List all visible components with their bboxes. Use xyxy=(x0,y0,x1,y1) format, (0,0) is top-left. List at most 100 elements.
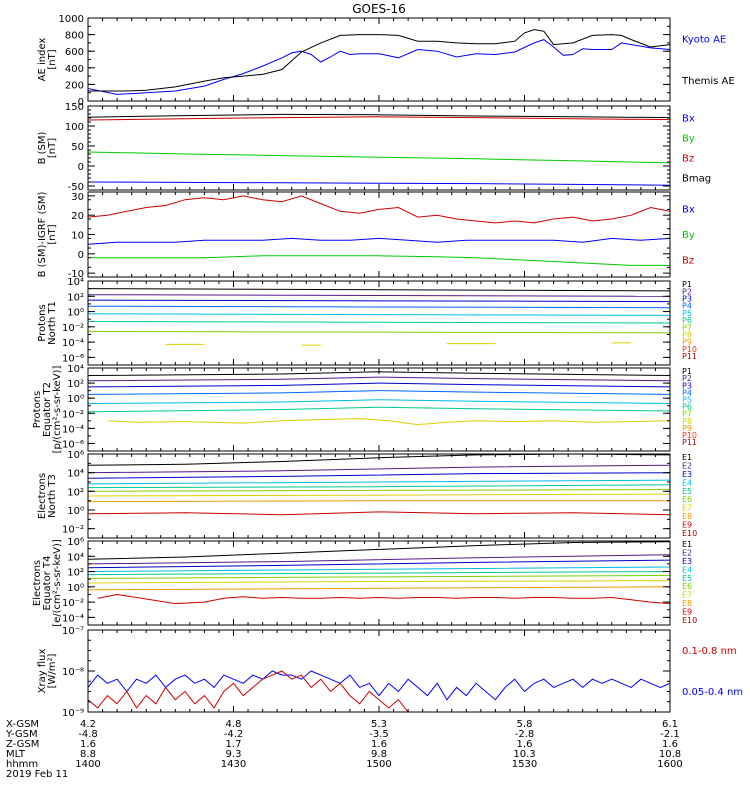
y-tick-label: 600 xyxy=(65,47,84,58)
legend-entry: E4 xyxy=(682,478,692,487)
x-tick-label: -3.5 xyxy=(369,729,389,740)
y-tick-label: 10⁰ xyxy=(67,308,84,319)
series-P2-line xyxy=(88,376,670,382)
series-E4-line xyxy=(88,479,670,485)
legend-entry: By xyxy=(682,230,695,241)
chart-title: GOES-16 xyxy=(352,2,406,16)
y-axis-label-line: Equator T4 xyxy=(42,556,53,611)
legend-entry: E7 xyxy=(682,591,692,600)
series-Bx-line xyxy=(88,181,670,186)
legend-entry: P4 xyxy=(682,388,692,397)
y-axis-label: Xray flux[W/m²] xyxy=(37,649,58,694)
series-By-line xyxy=(88,151,670,164)
legend-entry: E8 xyxy=(682,512,692,521)
y-tick-label: 1000 xyxy=(59,14,84,25)
legend-entry: E6 xyxy=(682,495,692,504)
y-axis-label: AE index[nT] xyxy=(37,38,58,82)
legend-entry: P2 xyxy=(682,374,692,383)
series-E6-line xyxy=(88,489,670,492)
series-Bmag-line xyxy=(88,113,670,119)
x-tick-label: 8.8 xyxy=(80,749,96,760)
series-E2-line xyxy=(88,554,670,565)
series-E5-line xyxy=(88,484,670,489)
series-E9-line xyxy=(97,593,670,605)
x-axis-row-label: Y-GSM xyxy=(5,729,38,740)
legend-entry: P5 xyxy=(682,396,692,405)
panel-series-group xyxy=(88,541,670,605)
legend-entry: P5 xyxy=(682,309,692,318)
y-tick-label: 0 xyxy=(78,250,84,261)
y-axis-label: B (SM)-IGRF (SM)[nT] xyxy=(37,192,58,278)
series-Bz-line xyxy=(88,116,670,121)
x-tick-label: 1.7 xyxy=(226,739,242,750)
y-tick-label: 50 xyxy=(71,142,84,153)
y-tick-label: 10 xyxy=(71,231,84,242)
series-E8-line xyxy=(88,500,670,503)
y-tick-label: 150 xyxy=(65,102,84,113)
y-axis-label-line: Electrons xyxy=(37,473,48,519)
y-axis-label-line: Protons xyxy=(32,391,43,428)
x-axis-row-label: hhmm xyxy=(6,759,38,770)
y-tick-label: 10⁻² xyxy=(62,409,84,420)
x-axis-row-label: Z-GSM xyxy=(6,739,39,750)
y-tick-label: 200 xyxy=(65,80,84,91)
y-tick-label: 10⁻⁸ xyxy=(62,667,84,678)
legend-entry: E6 xyxy=(682,582,692,591)
y-tick-label: 0 xyxy=(78,97,84,108)
panel-frame xyxy=(87,17,671,102)
y-tick-label: -10 xyxy=(68,269,84,280)
panel-3: -10 0 10 20 30 B (SM)-IGRF (SM)[nT] Bx By Bz xyxy=(37,191,695,280)
panel-4: 10⁴ 10² 10⁰ 10⁻² 10⁻⁴ 10⁻⁶ ProtonsNorth T1 P1P2… xyxy=(37,277,697,366)
x-axis-row-label: X-GSM xyxy=(6,719,39,730)
series-E4-line xyxy=(88,566,670,572)
y-tick-label: 20 xyxy=(71,211,84,222)
legend-entry: E1 xyxy=(682,453,692,462)
series-P5-line xyxy=(88,399,670,404)
series-P6-line xyxy=(88,406,670,413)
legend-entry: P4 xyxy=(682,302,692,311)
x-tick-label: 1400 xyxy=(75,759,100,770)
y-tick-label: 10² xyxy=(67,487,84,498)
panel-8: 10⁻⁷ 10⁻⁸ 10⁻⁹ Xray flux[W/m²] 0.1-0.8 nm 0.0… xyxy=(37,626,743,719)
legend-entry: Bz xyxy=(682,154,694,165)
y-tick-label: 10⁻² xyxy=(62,525,84,536)
panel-series-group xyxy=(88,288,670,346)
legend-entry: E10 xyxy=(682,529,697,538)
series-Themis AE-line xyxy=(88,29,670,92)
panel-series-group xyxy=(88,29,670,95)
legend-entry: Bx xyxy=(682,205,695,216)
x-tick-label: 10.8 xyxy=(659,749,681,760)
series-P7-line xyxy=(88,330,670,334)
y-axis-label-line: North T3 xyxy=(47,474,58,518)
legend-entry: P3 xyxy=(682,381,692,390)
y-axis-label-line: [W/m²] xyxy=(47,653,58,688)
y-tick-label: 10⁶ xyxy=(67,537,84,548)
y-tick-label: 10⁻⁷ xyxy=(62,626,84,637)
series-P3-line xyxy=(88,299,670,303)
series-Kyoto AE-line xyxy=(88,39,670,95)
series-P7-line xyxy=(107,418,670,426)
legend-entry: E4 xyxy=(682,565,692,574)
series-E7-line xyxy=(88,580,670,584)
x-tick-label: 9.3 xyxy=(226,749,242,760)
panel-series-group xyxy=(88,454,670,516)
y-axis-label-line: [nT] xyxy=(47,224,58,244)
series-P3-line xyxy=(88,382,670,388)
y-tick-label: 10⁻⁴ xyxy=(62,424,84,435)
series-E3-line xyxy=(88,472,670,479)
x-tick-label: 1430 xyxy=(221,759,246,770)
series-E3-line xyxy=(88,559,670,569)
y-axis-label: ElectronsNorth T3 xyxy=(37,473,58,519)
panel-series-group xyxy=(88,371,670,426)
legend-entry: Bmag xyxy=(682,174,711,185)
legend-entry: By xyxy=(682,133,695,144)
legend-entry: Bx xyxy=(682,113,695,124)
y-tick-label: 10⁻² xyxy=(62,323,84,334)
y-tick-label: 10² xyxy=(67,379,84,390)
x-tick-label: 1.6 xyxy=(662,739,678,750)
legend-entry: E3 xyxy=(682,470,692,479)
series-E8-line xyxy=(88,586,670,591)
